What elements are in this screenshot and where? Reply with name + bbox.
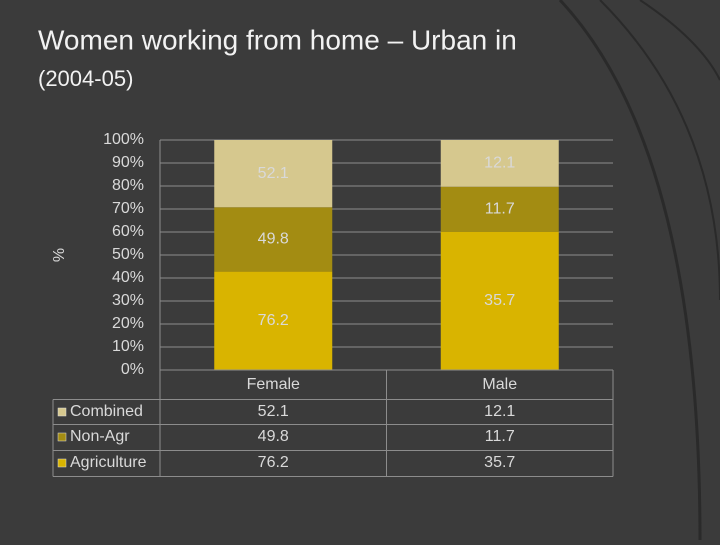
chart-title: Women working from home – Urban in (38, 24, 517, 55)
table-value: 11.7 (485, 428, 515, 445)
y-axis-label: % (51, 248, 68, 262)
data-label: 35.7 (484, 292, 515, 309)
y-tick-label: 50% (112, 246, 144, 263)
y-tick-label: 20% (112, 315, 144, 332)
y-tick-label: 100% (103, 131, 144, 148)
y-tick-label: 60% (112, 223, 144, 240)
legend-swatch (57, 407, 67, 417)
x-tick-label: Female (247, 376, 300, 393)
y-tick-label: 40% (112, 269, 144, 286)
legend-swatch (57, 432, 67, 442)
y-tick-label: 70% (112, 200, 144, 217)
table-value: 76.2 (258, 454, 289, 471)
y-tick-label: 30% (112, 292, 144, 309)
data-label: 12.1 (484, 155, 515, 172)
y-tick-label: 0% (121, 361, 144, 378)
decor-arc (558, 0, 702, 541)
chart-subtitle: (2004-05) (38, 66, 133, 91)
bar-segment (214, 207, 333, 272)
table-value: 52.1 (258, 403, 289, 420)
table-value: 12.1 (484, 403, 515, 420)
data-label: 49.8 (258, 231, 289, 248)
legend-label: Combined (70, 403, 143, 420)
bar-segment (214, 271, 333, 370)
bar-segment (440, 232, 559, 370)
y-tick-label: 10% (112, 338, 144, 355)
y-tick-label: 90% (112, 154, 144, 171)
decor-arc (599, 0, 720, 301)
legend-swatch (57, 458, 67, 468)
table-value: 35.7 (484, 454, 515, 471)
bar-segment (214, 140, 333, 208)
data-label: 52.1 (258, 165, 289, 182)
table-value: 49.8 (258, 428, 289, 445)
data-label: 11.7 (485, 201, 515, 218)
bar-segment (440, 140, 559, 187)
legend-label: Non-Agr (70, 428, 130, 445)
data-label: 76.2 (258, 312, 289, 329)
decor-arc (639, 0, 720, 81)
bar-segment (440, 186, 559, 232)
legend-label: Agriculture (70, 454, 147, 471)
x-tick-label: Male (482, 376, 517, 393)
y-tick-label: 80% (112, 177, 144, 194)
